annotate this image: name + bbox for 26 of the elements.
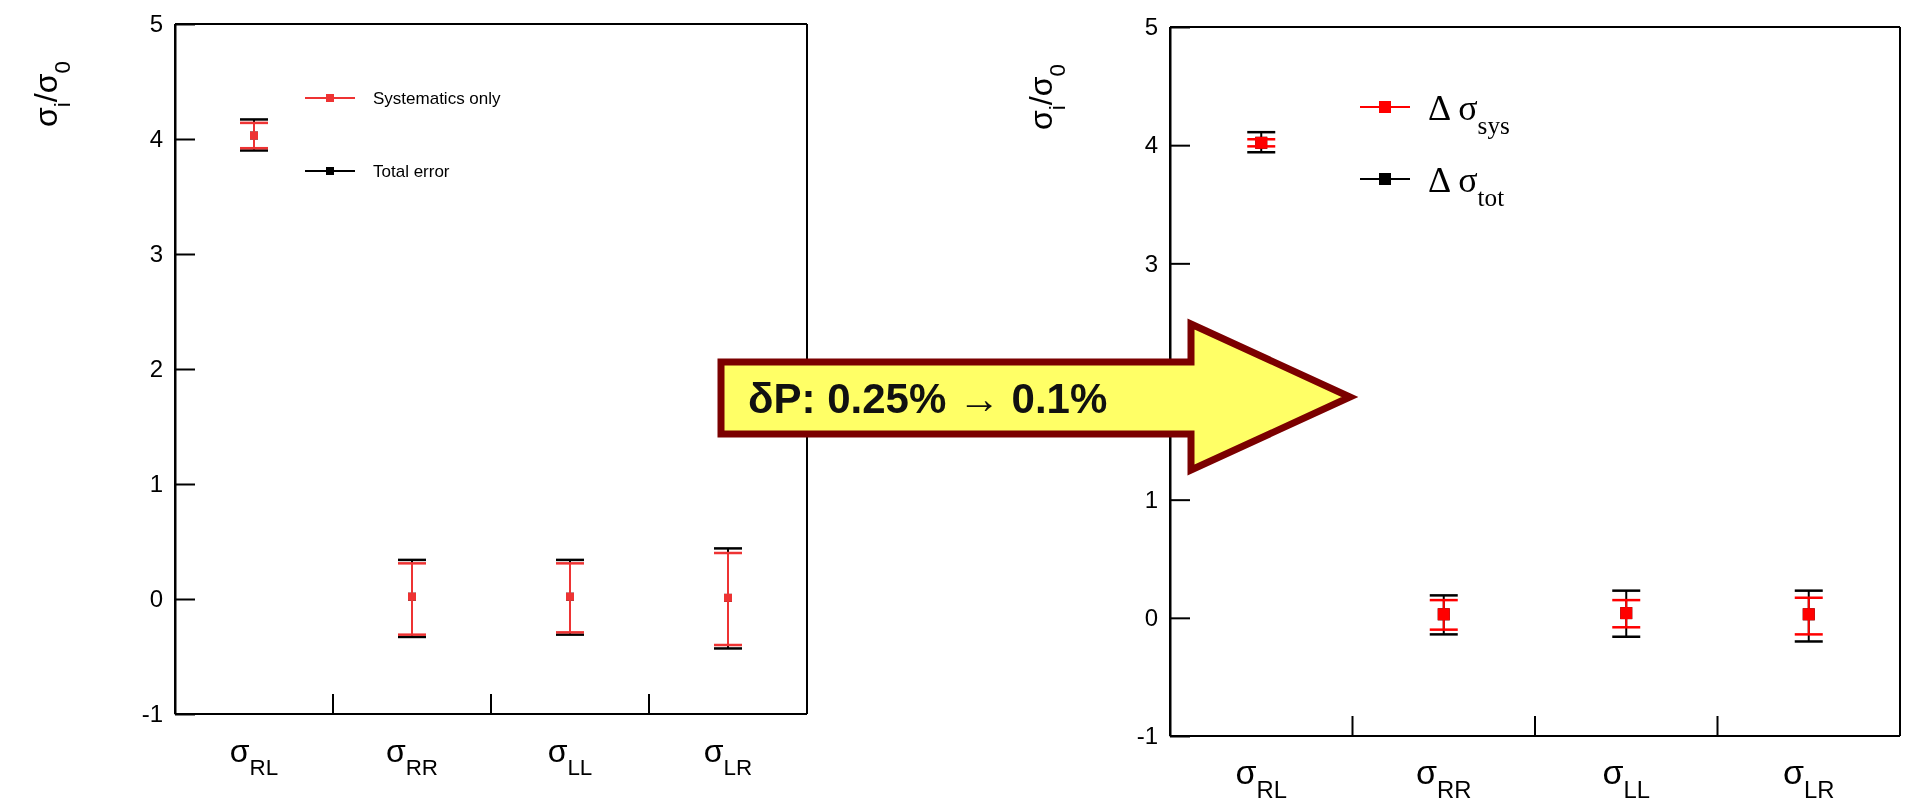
x-tick-label: σ$_{RR}$ bbox=[385, 733, 439, 780]
legend-label: Δ σ$_{tot}$ bbox=[1428, 159, 1505, 211]
legend-label: Δ σ$_{sys}$ bbox=[1428, 87, 1510, 139]
x-tick-label: σ$_{RL}$ bbox=[1235, 753, 1287, 803]
x-tick-label: σ$_{LR}$ bbox=[1783, 753, 1835, 803]
x-tick-label: σ$_{RL}$ bbox=[229, 733, 279, 780]
y-tick-label: 2 bbox=[149, 355, 163, 383]
y-tick-label: 4 bbox=[149, 125, 163, 153]
y-tick-label: -1 bbox=[141, 700, 163, 728]
y-tick-label: 1 bbox=[1144, 485, 1158, 513]
x-tick-label: σ$_{LL}$ bbox=[547, 733, 593, 780]
y-tick-label: 4 bbox=[1144, 131, 1158, 159]
y-tick-label: 0 bbox=[1144, 604, 1158, 632]
x-tick-label: σ$_{LR}$ bbox=[703, 733, 753, 780]
y-tick-label: 3 bbox=[1144, 249, 1158, 277]
y-tick-label: 1 bbox=[149, 470, 163, 498]
y-tick-label: 0 bbox=[149, 585, 163, 613]
annotation: δP: 0.25% → 0.1% bbox=[748, 375, 1108, 422]
x-tick-label: σ$_{RR}$ bbox=[1416, 753, 1472, 803]
y-tick-label: -1 bbox=[1136, 722, 1158, 750]
y-tick-label: 3 bbox=[149, 240, 163, 268]
y-tick-label: 5 bbox=[149, 10, 163, 38]
y-tick-label: 5 bbox=[1144, 13, 1158, 41]
legend-label: Total error bbox=[373, 161, 450, 181]
legend-label: Systematics only bbox=[373, 88, 502, 108]
x-tick-label: σ$_{LL}$ bbox=[1602, 753, 1650, 803]
